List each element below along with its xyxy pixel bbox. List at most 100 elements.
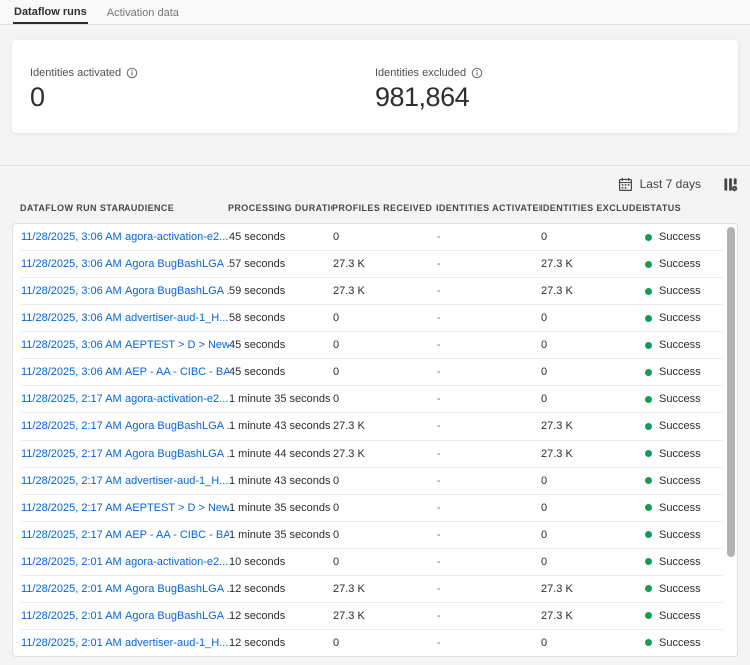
table-row[interactable]: 11/28/2025, 3:06 AM AEPTEST > D > New...… [21, 332, 723, 360]
processing-duration-value: 12 seconds [229, 582, 286, 595]
metric-excluded-label: Identities excluded [375, 67, 467, 79]
identities-excluded-value: 0 [541, 636, 548, 649]
status-label: Success [659, 636, 701, 649]
dataflow-run-start-link[interactable]: 11/28/2025, 2:17 AM [21, 420, 122, 433]
audience-link[interactable]: advertiser-aud-1_H... [125, 312, 229, 325]
table-row[interactable]: 11/28/2025, 2:17 AM advertiser-aud-1_H..… [21, 468, 723, 495]
table-row[interactable]: 11/28/2025, 2:17 AM Agora BugBashLGA ...… [21, 441, 723, 468]
audience-link[interactable]: agora-activation-e2... [125, 555, 229, 568]
profiles-received-value: 27.3 K [333, 258, 365, 271]
column-header-processing-duration[interactable]: PROCESSING DURATION [228, 203, 332, 213]
audience-link[interactable]: Agora BugBashLGA ... [125, 582, 229, 595]
audience-link[interactable]: AEP - AA - CIBC - BA... [125, 366, 229, 379]
processing-duration-value: 45 seconds [229, 339, 286, 352]
column-header-dataflow-run-start[interactable]: DATAFLOW RUN START [20, 203, 124, 213]
dataflow-run-start-link[interactable]: 11/28/2025, 2:01 AM [21, 609, 122, 622]
audience-link[interactable]: AEPTEST > D > New... [125, 339, 229, 352]
dataflow-run-start-link[interactable]: 11/28/2025, 3:06 AM [21, 258, 122, 271]
dataflow-run-start-link[interactable]: 11/28/2025, 2:17 AM [21, 528, 122, 541]
identities-excluded-value: 0 [541, 231, 548, 244]
profiles-received-value: 0 [333, 636, 340, 649]
status-badge: Success [645, 556, 717, 568]
processing-duration-value: 1 minute 35 seconds [229, 501, 331, 514]
table-row[interactable]: 11/28/2025, 3:06 AM Agora BugBashLGA ...… [21, 251, 723, 279]
column-header-audience[interactable]: AUDIENCE [124, 203, 175, 213]
audience-link[interactable]: Agora BugBashLGA ... [125, 285, 229, 298]
status-label: Success [659, 312, 701, 325]
processing-duration-value: 45 seconds [229, 366, 286, 379]
dataflow-run-start-link[interactable]: 11/28/2025, 3:06 AM [21, 366, 122, 379]
dataflow-run-start-link[interactable]: 11/28/2025, 3:06 AM [21, 231, 122, 244]
audience-link[interactable]: AEP - AA - CIBC - BA... [125, 528, 229, 541]
identities-activated-value: - [437, 231, 441, 244]
dataflow-run-start-link[interactable]: 11/28/2025, 2:01 AM [21, 582, 122, 595]
dataflow-run-start-link[interactable]: 11/28/2025, 3:06 AM [21, 285, 122, 298]
dataflow-run-start-link[interactable]: 11/28/2025, 2:17 AM [21, 501, 122, 514]
profiles-received-value: 27.3 K [333, 447, 365, 460]
dataflow-run-start-link[interactable]: 11/28/2025, 2:17 AM [21, 393, 122, 406]
column-settings-button[interactable] [723, 177, 738, 192]
success-dot-icon [645, 639, 652, 647]
info-icon[interactable] [471, 67, 483, 79]
processing-duration-value: 1 minute 35 seconds [229, 528, 331, 541]
dataflow-run-start-link[interactable]: 11/28/2025, 2:17 AM [21, 474, 122, 487]
audience-link[interactable]: Agora BugBashLGA ... [125, 420, 229, 433]
column-header-identities-excluded[interactable]: IDENTITIES EXCLUDED [540, 203, 644, 213]
identities-activated-value: - [437, 339, 441, 352]
table-row[interactable]: 11/28/2025, 2:17 AM AEP - AA - CIBC - BA… [21, 522, 723, 549]
audience-link[interactable]: agora-activation-e2... [125, 231, 229, 244]
table-row[interactable]: 11/28/2025, 2:17 AM Agora BugBashLGA ...… [21, 413, 723, 441]
success-dot-icon [645, 422, 652, 430]
dataflow-run-start-link[interactable]: 11/28/2025, 2:17 AM [21, 447, 122, 460]
status-badge: Success [645, 420, 717, 432]
success-dot-icon [645, 585, 652, 593]
column-header-status[interactable]: STATUS [644, 203, 682, 213]
audience-link[interactable]: agora-activation-e2... [125, 393, 229, 406]
table-row[interactable]: 11/28/2025, 2:01 AM advertiser-aud-1_H..… [21, 630, 723, 656]
filter-row: Last 7 days [618, 171, 738, 197]
dataflow-run-start-link[interactable]: 11/28/2025, 3:06 AM [21, 312, 122, 325]
identities-activated-value: - [437, 636, 441, 649]
table-row[interactable]: 11/28/2025, 3:06 AM agora-activation-e2.… [21, 224, 723, 252]
status-label: Success [659, 501, 701, 514]
table-row[interactable]: 11/28/2025, 2:01 AM Agora BugBashLGA ...… [21, 603, 723, 630]
processing-duration-value: 1 minute 35 seconds [229, 393, 331, 406]
identities-excluded-value: 0 [541, 555, 548, 568]
table-row[interactable]: 11/28/2025, 3:06 AM Agora BugBashLGA ...… [21, 278, 723, 306]
identities-excluded-value: 27.3 K [541, 447, 573, 460]
processing-duration-value: 58 seconds [229, 312, 286, 325]
column-header-profiles-received[interactable]: PROFILES RECEIVED [332, 203, 433, 213]
identities-excluded-value: 0 [541, 339, 548, 352]
success-dot-icon [645, 450, 652, 458]
audience-link[interactable]: Agora BugBashLGA ... [125, 609, 229, 622]
dataflow-run-start-link[interactable]: 11/28/2025, 3:06 AM [21, 339, 122, 352]
table-row[interactable]: 11/28/2025, 3:06 AM AEP - AA - CIBC - BA… [21, 359, 723, 387]
info-icon[interactable] [126, 67, 138, 79]
dataflow-run-start-link[interactable]: 11/28/2025, 2:01 AM [21, 555, 122, 568]
success-dot-icon [645, 260, 652, 268]
tab-dataflow-runs[interactable]: Dataflow runs [13, 0, 88, 24]
identities-excluded-value: 27.3 K [541, 285, 573, 298]
audience-link[interactable]: advertiser-aud-1_H... [125, 636, 229, 649]
status-badge: Success [645, 610, 717, 622]
table-row[interactable]: 11/28/2025, 2:17 AM agora-activation-e2.… [21, 386, 723, 414]
column-header-identities-activated[interactable]: IDENTITIES ACTIVATED [436, 203, 540, 213]
scrollbar-thumb[interactable] [727, 227, 735, 557]
audience-link[interactable]: advertiser-aud-1_H... [125, 474, 229, 487]
profiles-received-value: 0 [333, 474, 340, 487]
table-row[interactable]: 11/28/2025, 2:01 AM agora-activation-e2.… [21, 549, 723, 576]
audience-link[interactable]: Agora BugBashLGA ... [125, 258, 229, 271]
status-badge: Success [645, 339, 717, 351]
table-row[interactable]: 11/28/2025, 2:01 AM Agora BugBashLGA ...… [21, 576, 723, 603]
success-dot-icon [645, 233, 652, 241]
audience-link[interactable]: AEPTEST > D > New... [125, 501, 229, 514]
date-range-filter[interactable]: Last 7 days [618, 177, 701, 192]
table-row[interactable]: 11/28/2025, 2:17 AM AEPTEST > D > New...… [21, 495, 723, 522]
audience-link[interactable]: Agora BugBashLGA ... [125, 447, 229, 460]
dataflow-run-start-link[interactable]: 11/28/2025, 2:01 AM [21, 636, 122, 649]
tab-activation-data[interactable]: Activation data [106, 7, 179, 19]
identities-activated-value: - [437, 393, 441, 406]
calendar-icon [618, 177, 632, 191]
table-row[interactable]: 11/28/2025, 3:06 AM advertiser-aud-1_H..… [21, 305, 723, 333]
profiles-received-value: 0 [333, 366, 340, 379]
